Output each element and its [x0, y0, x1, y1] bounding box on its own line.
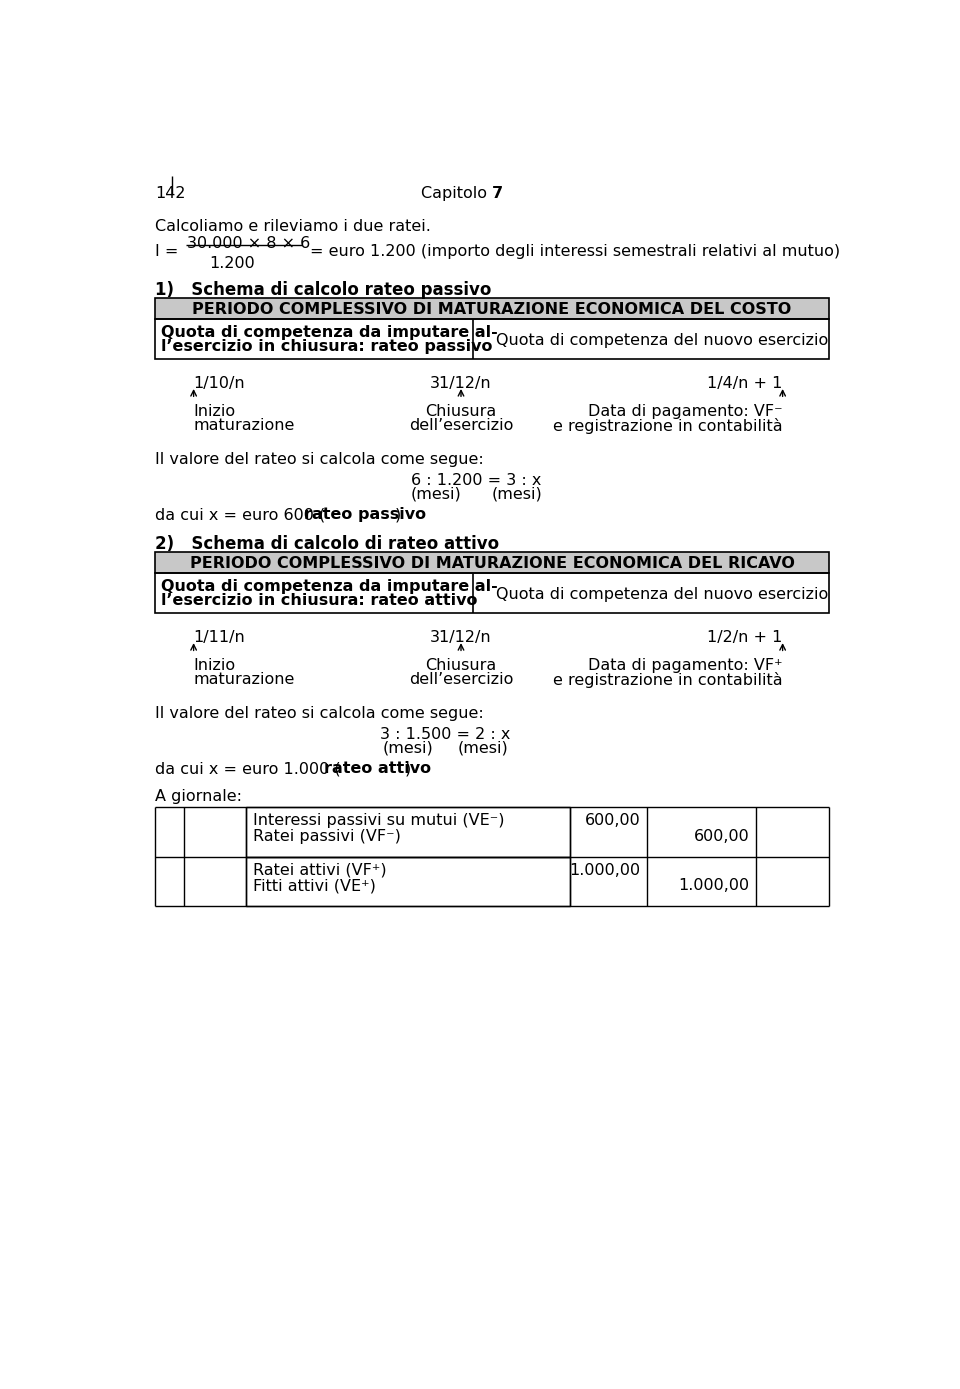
Text: rateo attivo: rateo attivo — [324, 761, 431, 776]
Text: 1/2/n + 1: 1/2/n + 1 — [708, 631, 782, 646]
Text: 3 : 1.500 = 2 : x: 3 : 1.500 = 2 : x — [380, 728, 511, 742]
Bar — [155, 319, 829, 360]
Text: ): ) — [404, 761, 411, 776]
Bar — [247, 807, 569, 857]
Text: da cui x = euro 600 (: da cui x = euro 600 ( — [155, 507, 325, 522]
Text: 31/12/n: 31/12/n — [430, 376, 492, 392]
Text: (mesi): (mesi) — [383, 740, 434, 756]
Text: 2)   Schema di calcolo di rateo attivo: 2) Schema di calcolo di rateo attivo — [155, 535, 499, 553]
Text: A giornale:: A giornale: — [155, 789, 242, 804]
Text: l’esercizio in chiusura: rateo attivo: l’esercizio in chiusura: rateo attivo — [161, 593, 477, 608]
Text: Chiusura: Chiusura — [425, 658, 496, 672]
Text: 31/12/n: 31/12/n — [430, 631, 492, 646]
Text: Il valore del rateo si calcola come segue:: Il valore del rateo si calcola come segu… — [155, 451, 484, 467]
Text: (mesi): (mesi) — [492, 486, 542, 501]
Text: 600,00: 600,00 — [693, 829, 750, 845]
Text: 600,00: 600,00 — [585, 814, 641, 828]
Text: Capitolo: Capitolo — [420, 186, 492, 201]
Text: Data di pagamento: VF⁻: Data di pagamento: VF⁻ — [588, 404, 782, 419]
Bar — [155, 551, 829, 574]
Text: Quota di competenza da imputare al-: Quota di competenza da imputare al- — [161, 579, 498, 594]
Text: ): ) — [396, 507, 401, 522]
Text: Quota di competenza del nuovo esercizio: Quota di competenza del nuovo esercizio — [496, 333, 828, 349]
Text: 30.000 × 8 × 6: 30.000 × 8 × 6 — [187, 236, 311, 251]
Text: 1.200: 1.200 — [209, 256, 254, 271]
Text: Inizio: Inizio — [194, 404, 236, 419]
Text: maturazione: maturazione — [194, 418, 295, 433]
Text: 1.000,00: 1.000,00 — [678, 878, 750, 893]
Text: 1/10/n: 1/10/n — [194, 376, 245, 392]
Text: 1.000,00: 1.000,00 — [569, 863, 641, 878]
Text: 1/4/n + 1: 1/4/n + 1 — [708, 376, 782, 392]
Text: 142: 142 — [155, 186, 185, 201]
Text: Interessi passivi su mutui (VE⁻): Interessi passivi su mutui (VE⁻) — [252, 814, 504, 828]
Bar — [155, 297, 829, 319]
Text: da cui x = euro 1.000 (: da cui x = euro 1.000 ( — [155, 761, 341, 776]
Text: PERIODO COMPLESSIVO DI MATURAZIONE ECONOMICA DEL RICAVO: PERIODO COMPLESSIVO DI MATURAZIONE ECONO… — [189, 557, 795, 571]
Text: 1/11/n: 1/11/n — [194, 631, 246, 646]
Text: Chiusura: Chiusura — [425, 404, 496, 419]
Text: Inizio: Inizio — [194, 658, 236, 672]
Text: PERIODO COMPLESSIVO DI MATURAZIONE ECONOMICA DEL COSTO: PERIODO COMPLESSIVO DI MATURAZIONE ECONO… — [192, 303, 792, 317]
Text: = euro 1.200 (importo degli interessi semestrali relativi al mutuo): = euro 1.200 (importo degli interessi se… — [310, 243, 840, 258]
Text: 7: 7 — [492, 186, 503, 201]
Text: dell’esercizio: dell’esercizio — [409, 672, 514, 686]
Bar — [247, 857, 569, 906]
Text: l’esercizio in chiusura: rateo passivo: l’esercizio in chiusura: rateo passivo — [161, 339, 492, 354]
Text: Ratei attivi (VF⁺): Ratei attivi (VF⁺) — [252, 863, 386, 878]
Text: (mesi): (mesi) — [411, 486, 462, 501]
Text: Il valore del rateo si calcola come segue:: Il valore del rateo si calcola come segu… — [155, 706, 484, 721]
Text: dell’esercizio: dell’esercizio — [409, 418, 514, 433]
Text: Quota di competenza del nuovo esercizio: Quota di competenza del nuovo esercizio — [496, 588, 828, 601]
Text: Data di pagamento: VF⁺: Data di pagamento: VF⁺ — [588, 658, 782, 672]
Text: Ratei passivi (VF⁻): Ratei passivi (VF⁻) — [252, 829, 400, 845]
Text: rateo passivo: rateo passivo — [303, 507, 426, 522]
Text: Fitti attivi (VE⁺): Fitti attivi (VE⁺) — [252, 878, 375, 893]
Text: I =: I = — [155, 243, 179, 258]
Text: e registrazione in contabilità: e registrazione in contabilità — [553, 418, 782, 433]
Text: 1)   Schema di calcolo rateo passivo: 1) Schema di calcolo rateo passivo — [155, 281, 492, 299]
Text: 6 : 1.200 = 3 : x: 6 : 1.200 = 3 : x — [411, 474, 541, 488]
Text: Quota di competenza da imputare al-: Quota di competenza da imputare al- — [161, 325, 498, 340]
Text: Calcoliamo e rileviamo i due ratei.: Calcoliamo e rileviamo i due ratei. — [155, 219, 431, 233]
Text: maturazione: maturazione — [194, 672, 295, 686]
Text: (mesi): (mesi) — [457, 740, 508, 756]
Bar — [155, 574, 829, 614]
Text: e registrazione in contabilità: e registrazione in contabilità — [553, 672, 782, 688]
